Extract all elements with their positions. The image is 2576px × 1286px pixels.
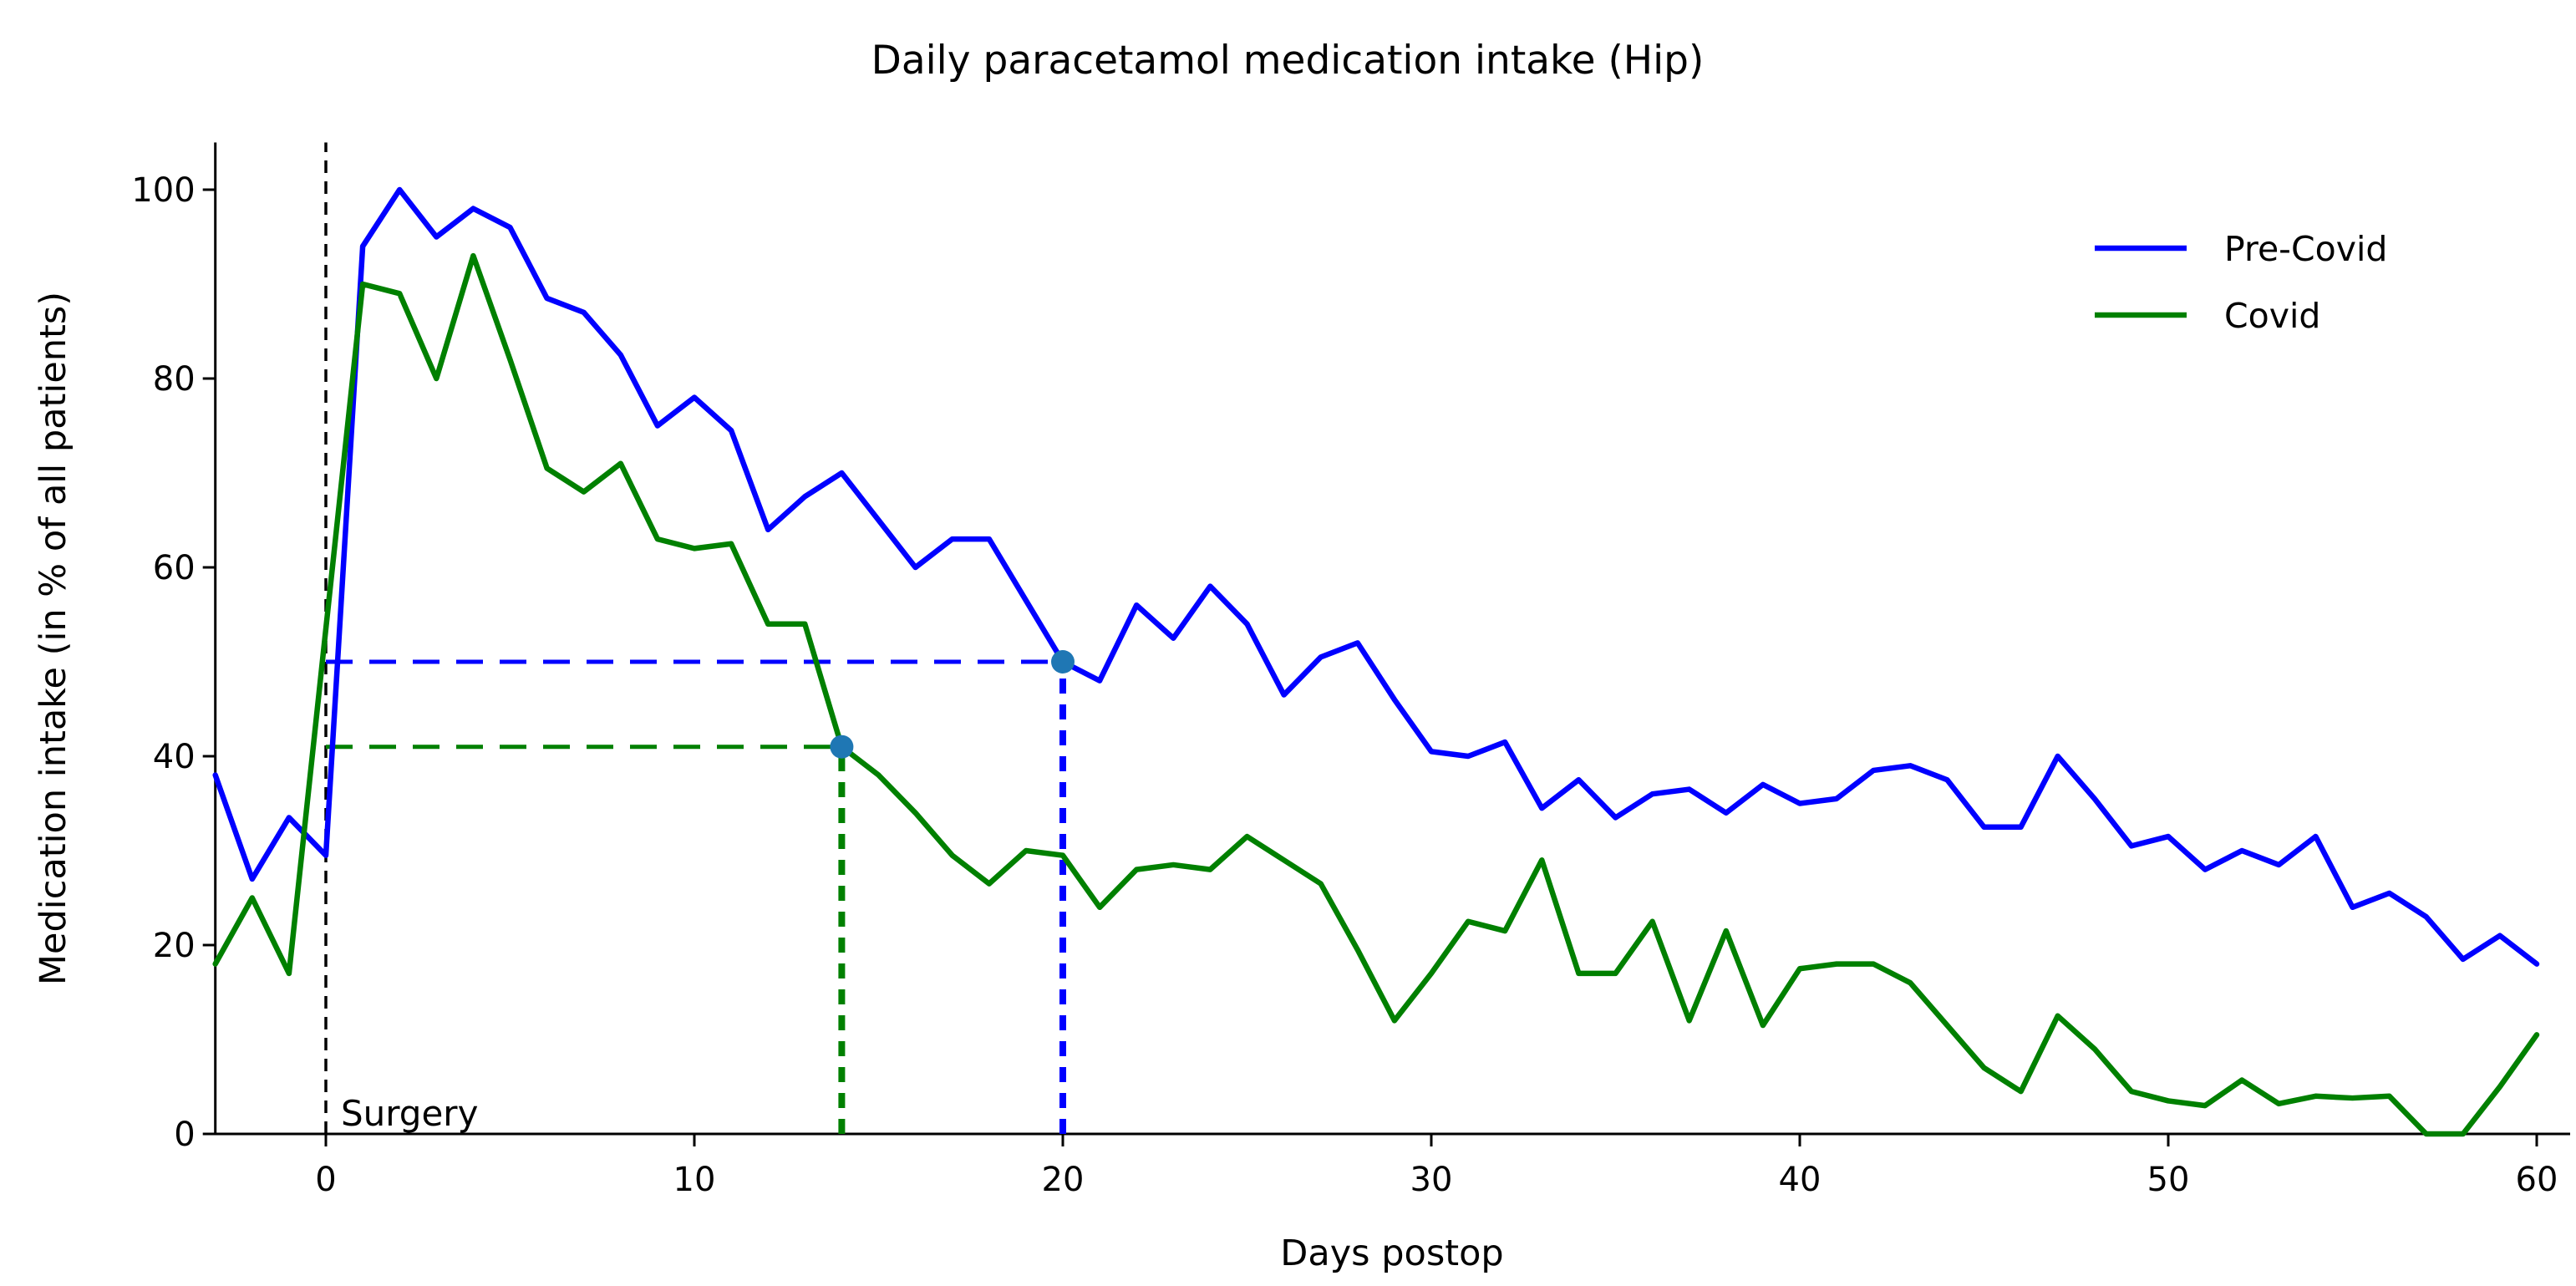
x-tick-label: 10: [673, 1161, 716, 1199]
series-line-covid: [212, 252, 2540, 1137]
reference-lines: [324, 142, 1066, 1134]
y-tick-label: 80: [153, 360, 196, 399]
series-line-pre-covid: [212, 186, 2540, 967]
x-tick-label: 20: [1042, 1161, 1085, 1199]
x-tick-label: 0: [315, 1161, 336, 1199]
y-axis-label: Medication intake (in % of all patients): [33, 292, 74, 985]
legend-label-pre-covid: Pre-Covid: [2224, 229, 2387, 269]
x-tick-label: 50: [2147, 1161, 2190, 1199]
x-tick-label: 60: [2516, 1161, 2558, 1199]
ref-dot-pre-covid: [1051, 650, 1075, 673]
surgery-annotation: Surgery: [341, 1093, 478, 1134]
chart-title: Daily paracetamol medication intake (Hip…: [871, 38, 1705, 84]
x-tick-label: 30: [1410, 1161, 1453, 1199]
axes: 0 10 20 30 40 50 60 0 20 40 60 80 100: [131, 142, 2570, 1199]
y-tick-label: 60: [153, 549, 196, 587]
data-series: [212, 186, 2540, 1137]
y-tick-label: 40: [153, 738, 196, 776]
y-tick-label: 0: [174, 1116, 195, 1154]
x-tick-label: 40: [1779, 1161, 1821, 1199]
legend-label-covid: Covid: [2224, 296, 2320, 336]
ref-dot-covid: [830, 734, 854, 759]
legend: Pre-Covid Covid: [2095, 229, 2387, 336]
y-tick-label: 20: [153, 927, 196, 965]
y-tick-label: 100: [131, 171, 195, 210]
x-axis-label: Days postop: [1280, 1233, 1503, 1274]
